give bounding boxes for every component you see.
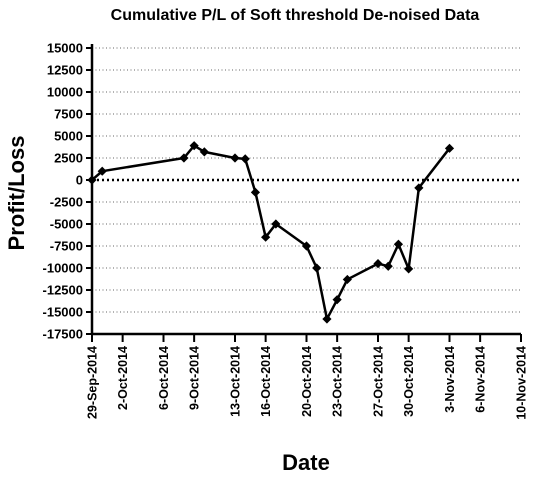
x-tick-label: 16-Oct-2014 xyxy=(259,346,273,417)
y-tick-label: -15000 xyxy=(43,305,83,320)
data-point xyxy=(189,141,199,151)
data-point xyxy=(240,154,250,164)
data-point xyxy=(383,261,393,271)
y-tick-label: -10000 xyxy=(43,261,83,276)
x-tick-label: 13-Oct-2014 xyxy=(229,346,243,417)
data-point xyxy=(301,241,312,251)
series-layer xyxy=(87,141,455,324)
data-point xyxy=(404,264,414,274)
y-tick-label: 5000 xyxy=(54,129,83,144)
data-point xyxy=(312,263,322,273)
x-tick-label: 2-Oct-2014 xyxy=(116,346,130,410)
y-tick-label: -2500 xyxy=(50,195,83,210)
y-tick-label: -7500 xyxy=(50,239,83,254)
data-point xyxy=(271,219,281,229)
data-point xyxy=(444,143,455,153)
data-point xyxy=(179,153,189,163)
y-tick-label: 12500 xyxy=(47,63,83,78)
data-point xyxy=(342,274,352,285)
x-tick-label: 20-Oct-2014 xyxy=(300,346,314,417)
y-tick-label: 2500 xyxy=(54,151,83,166)
gridlines xyxy=(92,47,521,335)
y-tick-label: 7500 xyxy=(54,107,83,122)
x-tick-label: 9-Oct-2014 xyxy=(188,346,202,410)
data-point xyxy=(322,314,332,324)
series-line xyxy=(91,144,451,321)
x-tick-label: 23-Oct-2014 xyxy=(331,346,345,417)
x-tick-label: 3-Nov-2014 xyxy=(443,346,457,413)
data-point xyxy=(230,153,240,163)
x-tick-label: 10-Nov-2014 xyxy=(515,346,529,420)
data-point xyxy=(199,147,209,157)
chart-title: Cumulative P/L of Soft threshold De-nois… xyxy=(111,7,480,24)
data-point xyxy=(414,183,424,193)
data-point xyxy=(97,166,107,176)
y-tick-label: 0 xyxy=(76,173,83,188)
y-axis-label: Profit/Loss xyxy=(4,136,29,251)
data-point xyxy=(250,187,261,197)
y-tick-label: 10000 xyxy=(47,85,83,100)
x-tick-label: 6-Nov-2014 xyxy=(474,346,488,413)
data-point xyxy=(261,232,271,242)
axes: 15000 12500 10000 7500 5000 2500 0 -2500 -5000 -7… xyxy=(43,41,529,420)
y-tick-label: -17500 xyxy=(43,327,83,342)
x-axis-label: Date xyxy=(282,450,330,475)
y-tick-label: 15000 xyxy=(47,41,83,56)
data-point xyxy=(373,259,383,269)
y-tick-label: -5000 xyxy=(50,217,83,232)
x-tick-label: 27-Oct-2014 xyxy=(372,346,386,417)
x-tick-label: 30-Oct-2014 xyxy=(402,346,416,417)
data-point xyxy=(332,295,342,305)
y-tick-label: -12500 xyxy=(43,283,83,298)
x-tick-label: 29-Sep-2014 xyxy=(86,346,100,419)
data-point xyxy=(393,239,404,249)
x-tick-label: 6-Oct-2014 xyxy=(157,346,171,410)
data-point xyxy=(87,175,97,185)
